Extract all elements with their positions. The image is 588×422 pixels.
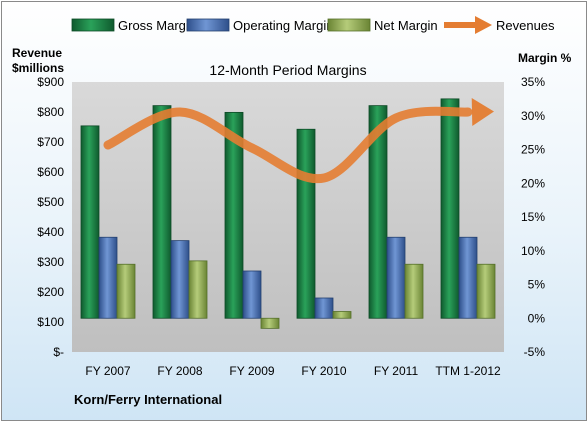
bar-net-margin bbox=[188, 260, 208, 319]
right-tick-label: 35% bbox=[521, 75, 545, 89]
svg-text:Operating Margin: Operating Margin bbox=[233, 18, 333, 33]
left-tick-label: $- bbox=[53, 345, 64, 359]
left-axis-ticks: $- $100 $200 $300 $400 $500 $600 $700 $800 $900 bbox=[37, 75, 64, 359]
right-tick-label: 20% bbox=[521, 176, 545, 190]
bar-gross-margin bbox=[296, 128, 316, 319]
legend-item-net-margin: Net Margin bbox=[327, 18, 438, 33]
left-tick-label: $700 bbox=[37, 135, 64, 149]
bar-net-margin bbox=[260, 317, 280, 329]
bar-gross-margin bbox=[80, 125, 100, 319]
right-tick-label: 30% bbox=[521, 109, 545, 123]
revenue-line bbox=[103, 98, 494, 184]
right-axis-ticks: -5% 0% 5% 10% 15% 20% 25% 30% 35% bbox=[521, 75, 545, 359]
bar-net-margin bbox=[116, 263, 136, 319]
right-axis-title: Margin % bbox=[518, 51, 572, 65]
legend-item-revenues: Revenues bbox=[444, 16, 555, 34]
left-tick-label: $300 bbox=[37, 255, 64, 269]
left-tick-label: $200 bbox=[37, 285, 64, 299]
category-label: FY 2011 bbox=[374, 364, 419, 378]
bars bbox=[80, 98, 496, 329]
legend: Gross Margin Operating Margin Net Margin… bbox=[71, 16, 555, 34]
left-tick-label: $100 bbox=[37, 315, 64, 329]
right-tick-label: -5% bbox=[524, 345, 546, 359]
svg-text:Gross Margin: Gross Margin bbox=[118, 18, 196, 33]
bar-operating-margin bbox=[242, 270, 262, 319]
company-name: Korn/Ferry International bbox=[74, 392, 222, 407]
bar-operating-margin bbox=[458, 236, 478, 319]
left-axis-title-line1: Revenue bbox=[12, 46, 62, 60]
left-tick-label: $800 bbox=[37, 105, 64, 119]
category-labels: FY 2007 FY 2008 FY 2009 FY 2010 FY 2011 TTM 1… bbox=[85, 364, 501, 378]
left-tick-label: $500 bbox=[37, 195, 64, 209]
right-tick-label: 0% bbox=[528, 311, 546, 325]
revenue-line-path bbox=[103, 106, 473, 184]
bar-gross-margin bbox=[440, 98, 460, 319]
bar-net-margin bbox=[404, 263, 424, 319]
left-tick-label: $600 bbox=[37, 165, 64, 179]
bar-operating-margin bbox=[98, 236, 118, 319]
category-label: FY 2008 bbox=[157, 364, 202, 378]
category-label: FY 2009 bbox=[229, 364, 274, 378]
bar-net-margin bbox=[476, 263, 496, 319]
bar-gross-margin bbox=[368, 105, 388, 319]
right-tick-label: 25% bbox=[521, 143, 545, 157]
category-label: FY 2007 bbox=[85, 364, 130, 378]
left-tick-label: $400 bbox=[37, 225, 64, 239]
chart-title: 12-Month Period Margins bbox=[209, 62, 366, 78]
bar-operating-margin bbox=[386, 236, 406, 319]
category-label: TTM 1-2012 bbox=[435, 364, 501, 378]
left-axis-title-line2: $millions bbox=[12, 61, 64, 75]
bar-gross-margin bbox=[224, 111, 244, 319]
legend-item-operating-margin: Operating Margin bbox=[186, 18, 333, 33]
svg-text:Revenues: Revenues bbox=[496, 18, 555, 33]
plot-area bbox=[72, 82, 504, 352]
right-tick-label: 15% bbox=[521, 210, 545, 224]
svg-text:Net Margin: Net Margin bbox=[374, 18, 438, 33]
revenue-arrowhead bbox=[471, 98, 494, 126]
bar-operating-margin bbox=[314, 297, 334, 319]
right-tick-label: 10% bbox=[521, 244, 545, 258]
bar-operating-margin bbox=[170, 240, 190, 319]
bar-gross-margin bbox=[152, 105, 172, 319]
right-tick-label: 5% bbox=[528, 278, 546, 292]
bar-net-margin bbox=[332, 311, 352, 319]
left-tick-label: $900 bbox=[37, 75, 64, 89]
legend-item-gross-margin: Gross Margin bbox=[71, 18, 196, 33]
category-label: FY 2010 bbox=[301, 364, 346, 378]
